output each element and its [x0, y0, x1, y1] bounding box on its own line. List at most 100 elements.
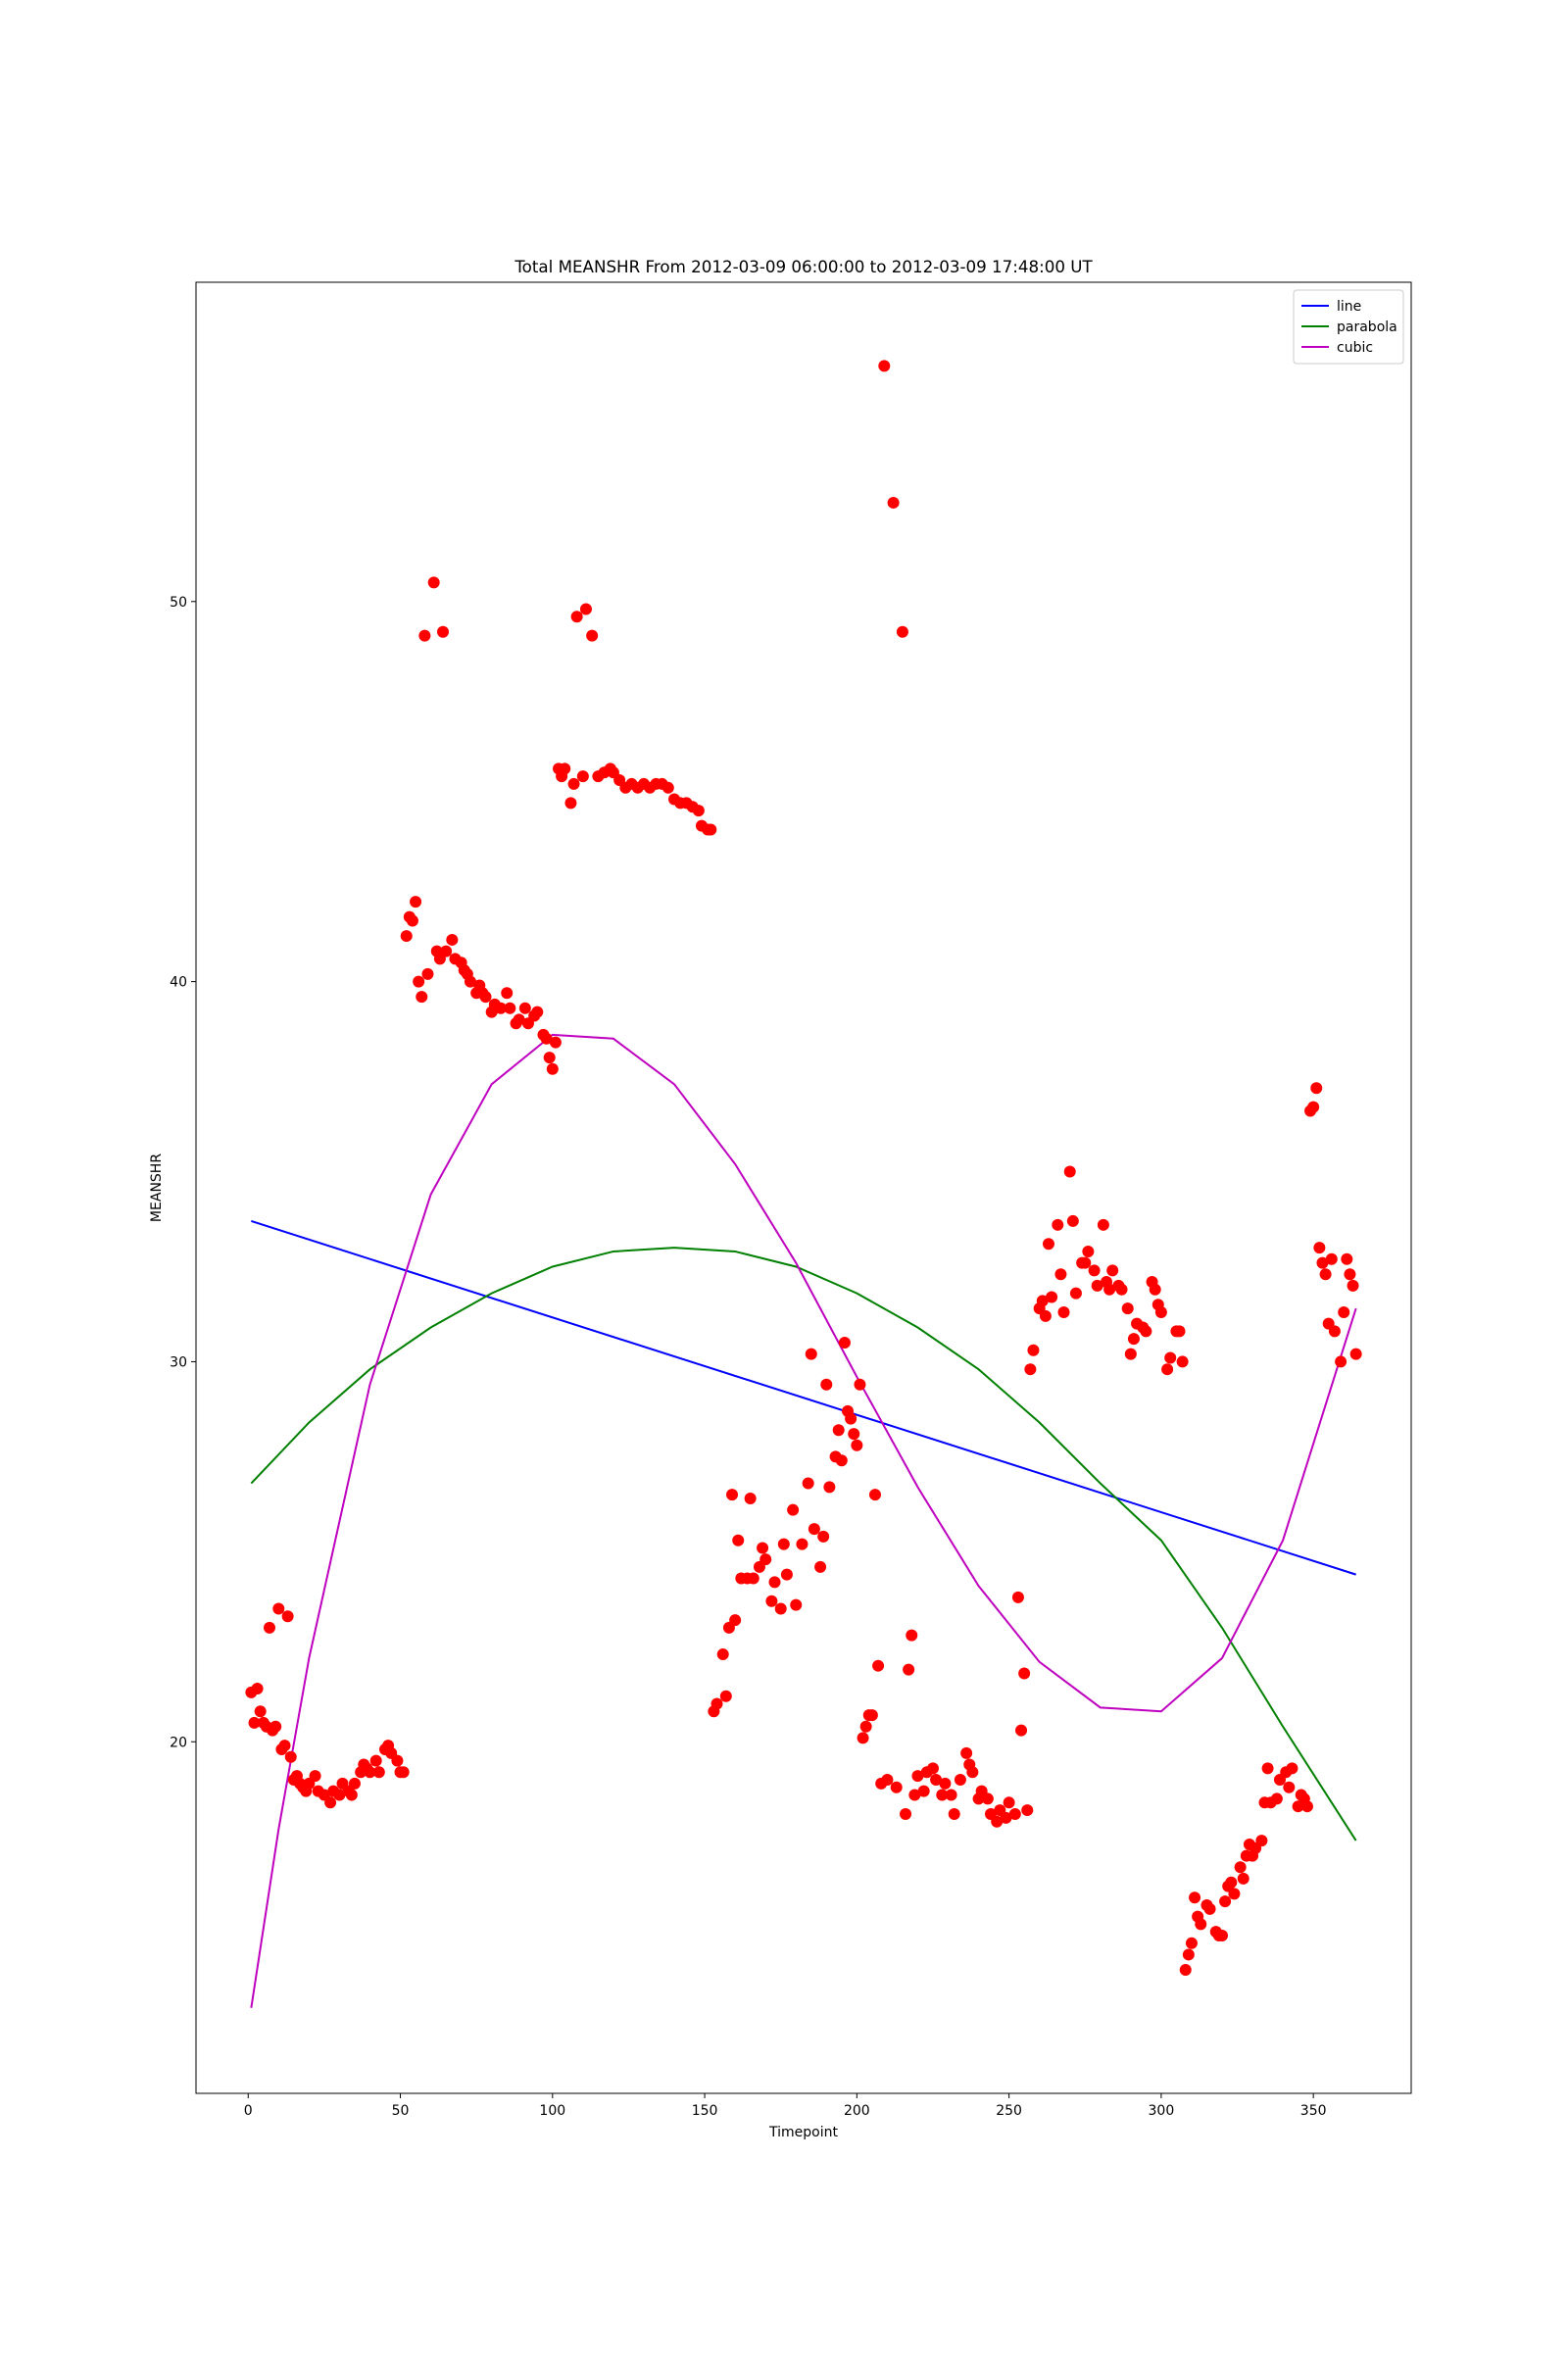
data-point — [1325, 1252, 1338, 1265]
data-point — [324, 1796, 337, 1809]
data-point — [1316, 1256, 1329, 1269]
data-point — [1237, 1872, 1250, 1885]
data-point — [333, 1789, 346, 1801]
data-point — [966, 1766, 979, 1779]
data-point — [348, 1777, 361, 1790]
data-point — [564, 797, 577, 810]
data-point — [845, 1412, 858, 1425]
data-point — [1097, 1218, 1109, 1231]
data-point — [479, 991, 492, 1004]
data-point — [400, 930, 413, 943]
data-point — [805, 1348, 817, 1360]
x-tick-label: 50 — [392, 2103, 410, 2119]
data-point — [345, 1789, 358, 1801]
data-point — [868, 1489, 881, 1501]
data-point — [835, 1454, 848, 1467]
data-point — [1228, 1888, 1241, 1900]
data-point — [1225, 1876, 1238, 1889]
y-tick-label: 30 — [170, 1354, 187, 1370]
data-point — [900, 1807, 912, 1820]
data-point — [1121, 1302, 1134, 1315]
data-point — [954, 1774, 966, 1787]
data-point — [802, 1477, 814, 1490]
x-tick-label: 100 — [539, 2103, 565, 2119]
data-point — [546, 1062, 559, 1075]
data-point — [857, 1732, 869, 1744]
data-point — [817, 1530, 830, 1543]
data-point — [887, 496, 900, 509]
data-point — [1219, 1895, 1232, 1908]
data-point — [1088, 1264, 1101, 1277]
data-point — [364, 1766, 376, 1779]
data-point — [1270, 1792, 1283, 1805]
data-point — [1082, 1245, 1095, 1257]
data-point — [744, 1493, 757, 1505]
data-point — [567, 777, 580, 790]
data-point — [911, 1770, 924, 1783]
data-point — [1052, 1218, 1064, 1231]
plot-area — [245, 360, 1362, 2008]
data-point — [906, 1629, 918, 1642]
data-point — [1234, 1861, 1247, 1874]
fit-line — [250, 1033, 1357, 2008]
data-point — [1189, 1891, 1201, 1904]
data-point — [1036, 1295, 1049, 1307]
data-point — [446, 933, 459, 946]
legend: line parabola cubic — [1293, 289, 1404, 365]
data-point — [710, 1697, 723, 1710]
data-point — [391, 1754, 404, 1767]
data-point — [1328, 1325, 1341, 1338]
legend-box — [1293, 289, 1404, 365]
data-point — [1338, 1306, 1350, 1319]
data-point — [1015, 1724, 1028, 1737]
data-point — [838, 1337, 851, 1350]
data-point — [732, 1534, 745, 1546]
data-point — [760, 1553, 772, 1566]
data-point — [787, 1503, 800, 1516]
data-point — [948, 1807, 960, 1820]
data-point — [1011, 1591, 1024, 1603]
data-point — [1173, 1325, 1186, 1338]
data-point — [981, 1792, 994, 1805]
data-point — [1042, 1238, 1054, 1251]
data-point — [418, 629, 431, 642]
data-point — [939, 1777, 952, 1790]
data-point — [1106, 1264, 1119, 1277]
data-point — [1149, 1283, 1161, 1296]
data-point — [726, 1489, 739, 1501]
data-point — [903, 1663, 915, 1676]
data-point — [936, 1789, 949, 1801]
data-point — [263, 1621, 275, 1634]
data-point — [504, 1002, 516, 1014]
data-point — [1164, 1351, 1177, 1364]
data-point — [1063, 1165, 1076, 1178]
data-point — [796, 1538, 808, 1550]
data-point — [1286, 1762, 1298, 1775]
legend-label: cubic — [1337, 340, 1373, 356]
data-point — [823, 1481, 836, 1494]
data-point — [1069, 1287, 1082, 1300]
data-point — [278, 1740, 291, 1752]
data-point — [543, 1052, 556, 1064]
x-tick-label: 150 — [692, 2103, 718, 2119]
data-point — [397, 1766, 410, 1779]
data-point — [1008, 1807, 1021, 1820]
data-point — [531, 1006, 544, 1018]
data-point — [716, 1648, 729, 1661]
data-point — [662, 781, 674, 794]
data-point — [1103, 1283, 1116, 1296]
data-point — [1335, 1355, 1348, 1368]
data-point — [1018, 1667, 1031, 1680]
data-point — [780, 1568, 793, 1581]
data-point — [1140, 1325, 1152, 1338]
x-axis-label: Timepoint — [768, 2125, 838, 2140]
data-point — [1344, 1268, 1356, 1281]
data-point — [464, 975, 476, 988]
data-point — [747, 1572, 760, 1585]
data-point — [1024, 1363, 1037, 1376]
data-point — [774, 1602, 787, 1615]
data-point — [820, 1378, 833, 1391]
data-point — [854, 1378, 866, 1391]
